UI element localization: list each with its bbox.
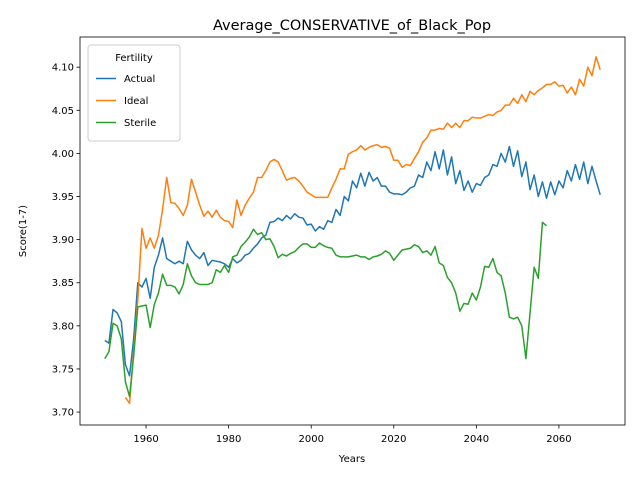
series-line	[124, 56, 601, 405]
y-tick-label: 3.90	[52, 235, 74, 246]
x-tick-label: 2060	[546, 434, 571, 445]
series-line	[104, 145, 601, 377]
y-tick-label: 3.85	[52, 278, 74, 289]
x-tick-label: 2000	[298, 434, 323, 445]
series-line	[104, 221, 548, 398]
y-axis-label: Score(1-7)	[18, 205, 29, 257]
chart-title: Average_CONSERVATIVE_of_Black_Pop	[213, 18, 491, 34]
legend-label: Ideal	[124, 96, 148, 107]
x-tick-label: 2020	[381, 434, 406, 445]
y-tick-label: 4.00	[52, 149, 74, 160]
y-tick-label: 3.75	[52, 364, 74, 375]
y-tick-label: 4.05	[52, 106, 74, 117]
y-tick-label: 3.80	[52, 321, 74, 332]
legend-title: Fertility	[115, 53, 153, 64]
x-tick-label: 2040	[464, 434, 489, 445]
x-tick-label: 1980	[216, 434, 241, 445]
plot-frame	[79, 36, 626, 426]
y-tick-label: 3.70	[52, 408, 74, 419]
y-tick-label: 3.95	[52, 192, 74, 203]
x-axis-label: Years	[338, 454, 365, 465]
legend-label: Sterile	[124, 118, 156, 129]
y-tick-label: 4.10	[52, 63, 74, 74]
x-tick-label: 1960	[133, 434, 158, 445]
legend-label: Actual	[124, 74, 155, 85]
legend: Fertility Actual Ideal Sterile	[87, 44, 181, 142]
legend-box	[87, 44, 181, 142]
